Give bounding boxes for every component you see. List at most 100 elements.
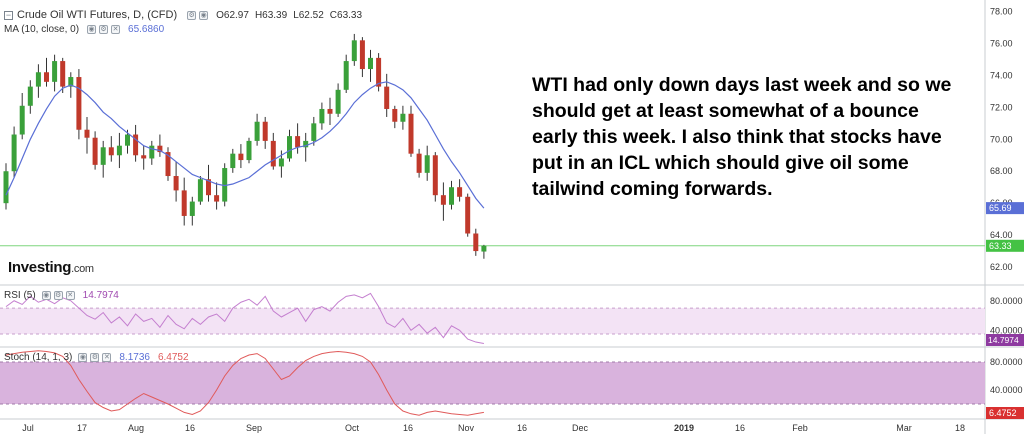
stoch-value-badge: 6.4752 [989, 408, 1017, 418]
candle-body [149, 145, 155, 159]
price-tick-label: 76.00 [990, 39, 1013, 49]
close-icon[interactable]: ✕ [111, 25, 121, 34]
rsi-value-badge: 14.7974 [988, 335, 1019, 345]
candle-body [335, 89, 341, 114]
candle-body [416, 153, 422, 173]
candle-body [35, 72, 41, 87]
candle-body [133, 134, 139, 156]
investing-logo: Investing.com [8, 259, 94, 276]
x-tick-label: Oct [345, 423, 360, 433]
candle-body [351, 40, 357, 62]
close-icon[interactable]: ✕ [65, 291, 75, 300]
current-price-badge-bg [986, 239, 1024, 252]
eye-icon[interactable]: ◉ [41, 291, 51, 300]
candle-body [303, 140, 309, 148]
candle-body [392, 108, 398, 122]
candle-body [481, 245, 487, 252]
candle-body [125, 134, 130, 146]
candle-body [76, 77, 82, 130]
stoch-tick-label: 40.0000 [990, 385, 1023, 395]
ma-label: MA (10, close, 0) [4, 24, 80, 35]
candle-body [141, 155, 147, 159]
stoch-k-value: 8.1736 [119, 352, 150, 363]
settings-icon[interactable]: ⚙ [99, 25, 109, 34]
candle-body [157, 145, 163, 153]
stoch-label: Stoch (14, 1, 3) [4, 352, 73, 363]
price-tick-label: 78.00 [990, 7, 1013, 17]
x-tick-label: 16 [735, 423, 745, 433]
candle-body [327, 108, 333, 114]
rsi-label: RSI (5) [4, 290, 36, 301]
candle-body [319, 108, 325, 124]
candle-body [60, 61, 66, 87]
candle-body [295, 136, 301, 148]
candle-body [19, 105, 25, 135]
candle-body [384, 86, 390, 109]
ma-price-badge: 65.69 [989, 203, 1012, 213]
candle-body [473, 233, 479, 252]
close-icon[interactable]: ✕ [102, 353, 112, 362]
x-tick-label: Mar [896, 423, 912, 433]
eye-icon[interactable]: ◉ [87, 25, 97, 34]
candle-body [440, 195, 446, 205]
settings-icon[interactable]: ⚙ [53, 291, 63, 300]
candle-body [52, 61, 58, 82]
rsi-legend: RSI (5) ◉ ⚙ ✕ 14.7974 [4, 290, 119, 301]
price-tick-label: 68.00 [990, 166, 1013, 176]
candle-body [116, 145, 122, 156]
eye-icon[interactable]: ◉ [78, 353, 88, 362]
candle-body [254, 121, 260, 141]
price-tick-label: 74.00 [990, 70, 1013, 80]
candle-body [189, 201, 195, 216]
settings-icon[interactable]: ⚙ [187, 10, 197, 20]
stoch-band [0, 362, 985, 404]
ma-value: 65.6860 [128, 24, 165, 35]
candle-body [100, 147, 106, 165]
candle-body [278, 158, 284, 167]
stoch-badge-bg [986, 407, 1024, 419]
candle-body [27, 86, 33, 106]
price-tick-label: 70.00 [990, 134, 1013, 144]
price-tick-label: 64.00 [990, 230, 1013, 240]
stoch-legend: Stoch (14, 1, 3) ◉ ⚙ ✕ 8.1736 6.4752 [4, 352, 189, 363]
candle-body [270, 140, 276, 167]
x-tick-label: Nov [458, 423, 475, 433]
candle-body [376, 57, 382, 87]
candle-body [400, 113, 406, 122]
rsi-tick-label: 80.0000 [990, 296, 1023, 306]
stoch-d-value: 6.4752 [157, 352, 189, 363]
candle-body [457, 187, 463, 197]
candle-body [108, 147, 114, 156]
rsi-line [5, 292, 484, 345]
candle-body [287, 136, 292, 159]
eye-icon[interactable]: ◉ [199, 10, 209, 20]
candle-body [343, 61, 349, 90]
x-tick-label: 18 [955, 423, 965, 433]
annotation-text: WTI had only down days last week and so … [532, 74, 952, 200]
rsi-value: 14.7974 [82, 290, 119, 301]
collapse-icon[interactable]: − [4, 9, 13, 20]
x-tick-label: Aug [128, 423, 144, 433]
candle-body [44, 72, 49, 82]
x-tick-label: 16 [517, 423, 527, 433]
close-value: C63.33 [329, 9, 363, 21]
candle-body [173, 176, 179, 191]
candle-body [92, 137, 98, 165]
x-tick-label: Sep [246, 423, 262, 433]
candle-body [197, 179, 203, 202]
candle-body [262, 121, 268, 141]
candle-body [230, 153, 236, 169]
x-tick-label: Jul [22, 423, 34, 433]
candle-body [246, 140, 252, 161]
candle-body [68, 77, 74, 87]
settings-icon[interactable]: ⚙ [90, 353, 100, 362]
candle-body [368, 57, 373, 70]
candle-body [238, 153, 244, 161]
candle-body [165, 152, 171, 177]
x-tick-label: Feb [792, 423, 808, 433]
ma-legend: MA (10, close, 0) ◉ ⚙ ✕ 65.6860 [4, 24, 164, 35]
high-value: H63.39 [254, 9, 288, 21]
x-tick-label: 16 [185, 423, 195, 433]
ma-price-badge-bg [986, 202, 1024, 215]
